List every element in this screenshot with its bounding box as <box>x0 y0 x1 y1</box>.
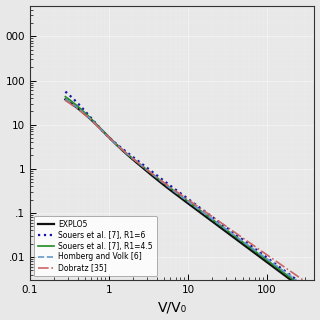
Souers et al. [7], R1=6 <box>107 135 110 139</box>
Dobratz [35] <box>92 121 96 124</box>
Dobratz [35] <box>313 286 316 290</box>
Souers et al. [7], R1=4.5 <box>313 293 316 297</box>
Souers et al. [7], R1=6 <box>159 177 163 180</box>
Line: Souers et al. [7], R1=4.5: Souers et al. [7], R1=4.5 <box>65 97 315 295</box>
Dobratz [35] <box>107 135 110 139</box>
Souers et al. [7], R1=4.5 <box>308 290 311 294</box>
Dobratz [35] <box>159 179 163 182</box>
EXPLO5 <box>308 292 311 296</box>
Souers et al. [7], R1=4.5 <box>159 179 163 183</box>
Homberg and Volk [6] <box>159 179 163 183</box>
EXPLO5 <box>63 98 67 101</box>
Souers et al. [7], R1=6 <box>92 119 96 123</box>
EXPLO5 <box>170 189 173 193</box>
EXPLO5 <box>107 135 110 139</box>
Homberg and Volk [6] <box>170 188 173 191</box>
Souers et al. [7], R1=6 <box>308 287 311 291</box>
Homberg and Volk [6] <box>63 97 67 101</box>
EXPLO5 <box>92 120 96 124</box>
Souers et al. [7], R1=4.5 <box>63 95 67 99</box>
Souers et al. [7], R1=6 <box>170 185 173 188</box>
Homberg and Volk [6] <box>308 288 311 292</box>
Dobratz [35] <box>308 283 311 286</box>
Homberg and Volk [6] <box>92 120 96 124</box>
Homberg and Volk [6] <box>313 292 316 295</box>
Legend: EXPLO5, Souers et al. [7], R1=6, Souers et al. [7], R1=4.5, Homberg and Volk [6]: EXPLO5, Souers et al. [7], R1=6, Souers … <box>34 216 157 276</box>
X-axis label: V/V₀: V/V₀ <box>158 300 187 315</box>
Souers et al. [7], R1=4.5 <box>170 187 173 191</box>
Line: Souers et al. [7], R1=6: Souers et al. [7], R1=6 <box>65 92 315 293</box>
Dobratz [35] <box>63 99 67 102</box>
Souers et al. [7], R1=4.5 <box>92 120 96 124</box>
Line: Homberg and Volk [6]: Homberg and Volk [6] <box>65 99 315 293</box>
Dobratz [35] <box>170 186 173 190</box>
Souers et al. [7], R1=6 <box>313 291 316 295</box>
Homberg and Volk [6] <box>107 135 110 139</box>
EXPLO5 <box>159 181 163 185</box>
Souers et al. [7], R1=4.5 <box>107 135 110 139</box>
Line: EXPLO5: EXPLO5 <box>65 100 315 298</box>
EXPLO5 <box>281 272 284 276</box>
EXPLO5 <box>313 296 316 300</box>
Souers et al. [7], R1=6 <box>281 268 284 271</box>
Line: Dobratz [35]: Dobratz [35] <box>65 100 315 288</box>
Souers et al. [7], R1=6 <box>63 90 67 93</box>
Homberg and Volk [6] <box>281 268 284 272</box>
Dobratz [35] <box>281 264 284 268</box>
Souers et al. [7], R1=4.5 <box>281 270 284 274</box>
